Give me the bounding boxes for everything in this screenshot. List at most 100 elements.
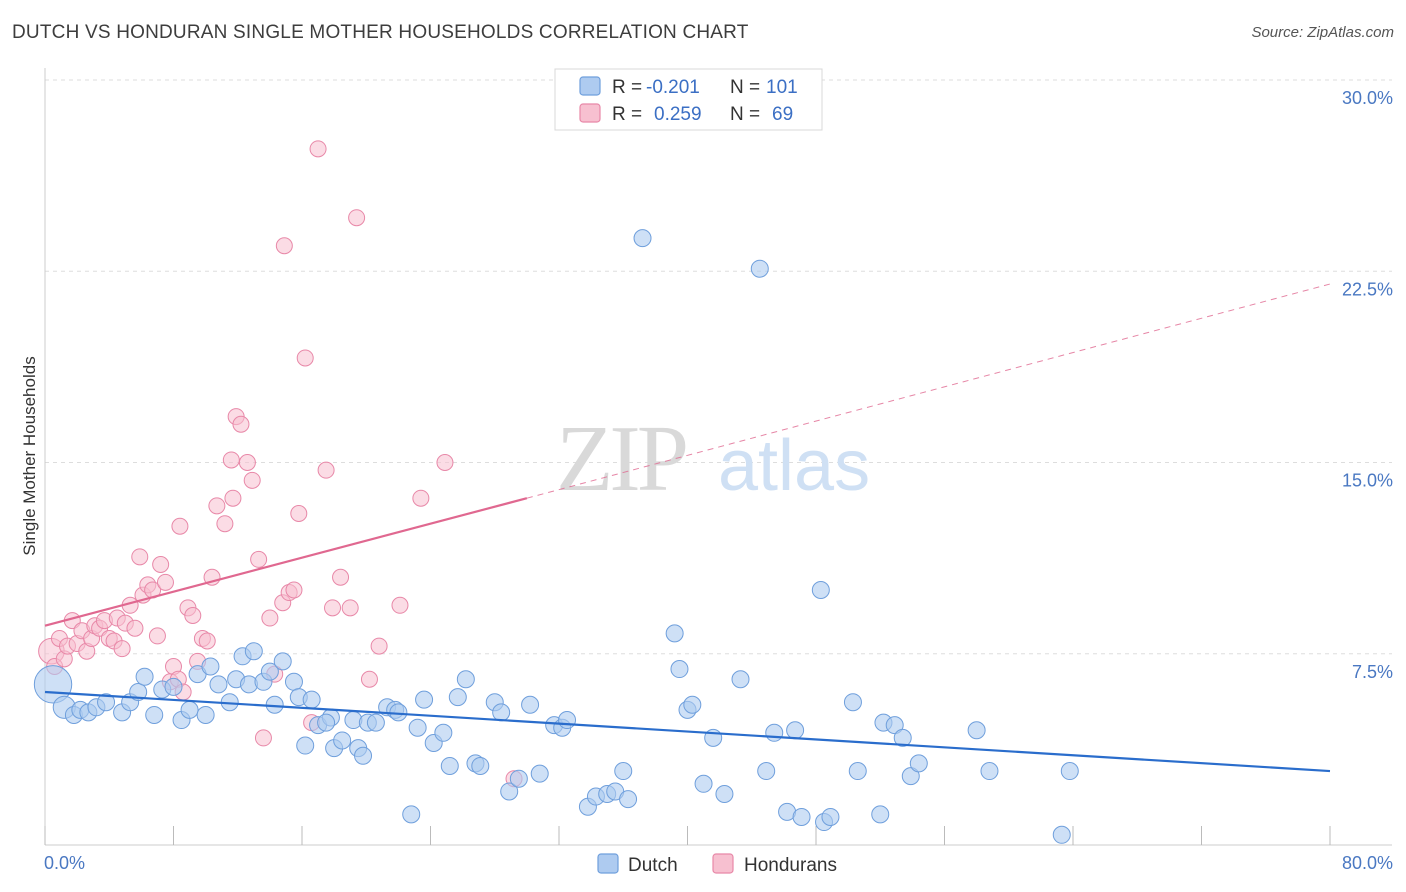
dutch-point <box>284 672 303 691</box>
tick-labels: 7.5% 15.0% 22.5% 30.0% 0.0% 80.0% <box>44 88 1393 873</box>
dutch-point <box>683 695 702 714</box>
watermark: ZIP atlas <box>556 407 870 511</box>
hondurans-point <box>261 609 279 627</box>
dutch-point <box>967 721 986 740</box>
dutch-point <box>786 721 805 740</box>
source-label: Source: ZipAtlas.com <box>1251 24 1394 41</box>
dutch-point <box>980 762 999 781</box>
hondurans-point <box>317 461 335 479</box>
dutch-point <box>521 695 540 714</box>
dutch-point <box>492 703 511 722</box>
hondurans-point <box>332 568 350 586</box>
dutch-point <box>871 805 890 824</box>
dutch-point <box>296 736 315 755</box>
dutch-point <box>757 762 776 781</box>
x-tick-label: 80.0% <box>1342 853 1393 873</box>
dutch-points <box>33 229 1079 844</box>
bottom-legend-swatch-dutch <box>597 853 619 874</box>
chart-title: DUTCH VS HONDURAN SINGLE MOTHER HOUSEHOL… <box>12 22 749 43</box>
hondurans-point <box>208 497 226 515</box>
hondurans-point <box>436 454 454 471</box>
dutch-point <box>665 624 684 643</box>
legend-hond-n-label: N = <box>730 104 760 125</box>
dutch-point <box>885 716 904 735</box>
dutch-point <box>408 718 427 737</box>
dutch-point <box>145 705 164 724</box>
dutch-point <box>402 805 421 824</box>
hondurans-point <box>341 599 359 617</box>
legend-hond-r-label: R = <box>612 104 642 125</box>
legend-dutch-n-label: N = <box>730 77 760 98</box>
hondurans-point <box>113 640 131 658</box>
x-tick-label: 0.0% <box>44 853 85 873</box>
dutch-point <box>448 688 467 707</box>
dutch-point <box>244 642 263 661</box>
dutch-point <box>260 662 279 681</box>
stats-legend: R = -0.201 N = 101 R = 0.259 N = 69 <box>554 68 823 131</box>
dutch-point <box>129 683 148 701</box>
dutch-point <box>302 690 321 709</box>
dutch-point <box>135 667 154 686</box>
axes-layer <box>44 68 1392 846</box>
hondurans-points <box>38 140 523 788</box>
hondurans-point <box>348 209 366 227</box>
hondurans-point <box>412 489 430 507</box>
dutch-point <box>317 713 336 732</box>
dutch-point <box>614 762 633 781</box>
y-tick-label: 22.5% <box>1342 279 1393 299</box>
hondurans-point <box>290 505 308 522</box>
hondurans-point <box>152 556 170 573</box>
hondurans-point <box>391 596 409 614</box>
hondurans-point <box>285 581 303 599</box>
dutch-point <box>811 581 830 599</box>
dutch-point <box>694 774 713 793</box>
bottom-legend-swatch-hond <box>712 853 734 874</box>
hondurans-point <box>360 670 378 688</box>
dutch-point <box>1060 762 1079 781</box>
hondurans-point <box>198 632 216 650</box>
dutch-point <box>201 657 220 676</box>
dutch-point <box>196 705 215 724</box>
dutch-point <box>456 670 475 689</box>
hondurans-point <box>324 599 342 617</box>
y-axis-title: Single Mother Households <box>20 356 39 555</box>
dutch-point <box>209 675 228 694</box>
bottom-legend-dutch: Dutch <box>628 855 678 876</box>
y-tick-label: 7.5% <box>1352 662 1393 682</box>
hondurans-point <box>171 517 189 535</box>
dutch-point <box>354 746 373 765</box>
dutch-point <box>843 693 862 712</box>
grid-layer <box>45 79 1392 655</box>
hondurans-point <box>224 489 242 507</box>
legend-hond-r-value: 0.259 <box>654 104 702 125</box>
dutch-point <box>901 767 920 786</box>
dutch-point <box>97 693 116 712</box>
hondurans-trend-line <box>44 497 528 627</box>
dutch-point <box>821 807 840 826</box>
dutch-point <box>848 762 867 781</box>
hondurans-point <box>250 550 268 568</box>
watermark-atlas: atlas <box>718 426 870 506</box>
dutch-point <box>558 711 577 730</box>
legend-swatch-dutch <box>579 76 601 96</box>
dutch-trend-line <box>44 690 1331 773</box>
hondurans-point <box>238 454 256 471</box>
y-tick-label: 30.0% <box>1342 88 1393 108</box>
hondurans-point <box>156 573 174 591</box>
dutch-point <box>415 690 434 709</box>
hondurans-trend-extension <box>526 283 1331 499</box>
dutch-point <box>670 660 689 679</box>
legend-dutch-n-value: 101 <box>766 77 798 98</box>
trend-layer <box>44 283 1331 773</box>
watermark-zip: ZIP <box>556 407 686 511</box>
dutch-point <box>530 764 549 783</box>
dutch-point <box>471 756 490 775</box>
dutch-point <box>633 229 652 248</box>
legend-dutch-r-label: R = <box>612 77 642 98</box>
dutch-point <box>366 713 385 732</box>
dutch-point <box>164 677 183 696</box>
dutch-point <box>715 785 734 803</box>
hondurans-point <box>232 415 250 433</box>
hondurans-point <box>184 607 202 624</box>
